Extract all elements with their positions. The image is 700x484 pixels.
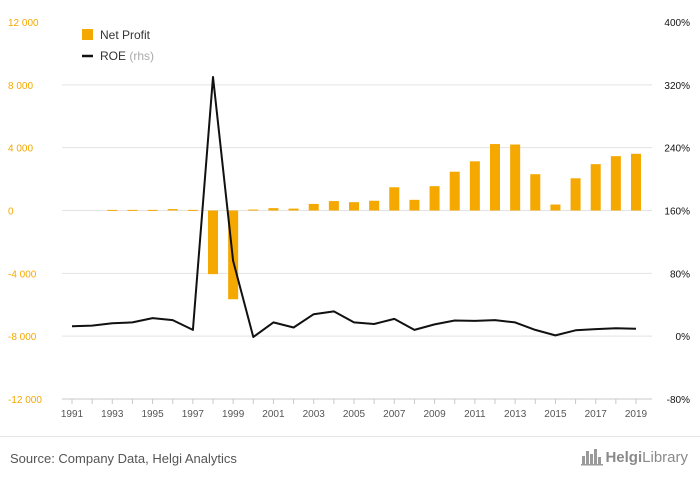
left-axis-tick-label: 4 000 bbox=[8, 144, 33, 155]
x-axis-tick-label: 2009 bbox=[423, 409, 446, 420]
net-profit-bar bbox=[530, 174, 541, 211]
net-profit-bar bbox=[308, 203, 319, 211]
left-axis-tick-label: 0 bbox=[8, 207, 14, 218]
net-profit-bar bbox=[187, 209, 198, 211]
x-axis-tick-label: 2003 bbox=[303, 409, 326, 420]
x-axis-tick-label: 2017 bbox=[585, 409, 608, 420]
roe-line-series bbox=[71, 76, 637, 338]
net-profit-bar bbox=[449, 171, 460, 211]
net-profit-bar bbox=[147, 209, 158, 211]
x-axis-tick-label: 1999 bbox=[222, 409, 245, 420]
footer: Source: Company Data, Helgi Analytics He… bbox=[0, 436, 700, 484]
right-axis-tick-label: -80% bbox=[667, 395, 690, 406]
legend: Net Profit ROE (rhs) bbox=[82, 28, 154, 63]
x-axis-tick-label: 1991 bbox=[61, 409, 84, 420]
x-axis-tick-label: 2015 bbox=[544, 409, 567, 420]
net-profit-bar bbox=[288, 208, 299, 211]
logo-text: HelgiLibrary bbox=[605, 449, 688, 466]
logo-text-a: Helgi bbox=[605, 448, 643, 466]
left-axis-tick-label: -12 000 bbox=[8, 395, 42, 406]
right-axis-tick-label: 0% bbox=[676, 332, 691, 343]
x-axis-tick-label: 2001 bbox=[262, 409, 285, 420]
net-profit-bar bbox=[127, 209, 138, 211]
source-note: Source: Company Data, Helgi Analytics bbox=[10, 451, 237, 466]
x-axis-tick-label: 2007 bbox=[383, 409, 406, 420]
right-axis-tick-label: 400% bbox=[664, 18, 690, 29]
x-axis-tick-label: 2005 bbox=[343, 409, 366, 420]
net-profit-bar bbox=[631, 153, 641, 211]
legend-label-roe-name: ROE bbox=[100, 49, 126, 63]
legend-swatch-net-profit bbox=[82, 29, 93, 40]
x-axis-tick-label: 2019 bbox=[625, 409, 648, 420]
net-profit-bar bbox=[208, 210, 218, 275]
skyline-logo-icon bbox=[581, 449, 604, 466]
net-profit-bar bbox=[469, 161, 480, 211]
x-axis-tick-label: 2011 bbox=[464, 409, 486, 420]
net-profit-bar bbox=[490, 144, 500, 211]
axes: 12 000 400% 8 000 320% 4 000 240% 0 160% -4 000 8… bbox=[8, 18, 690, 420]
legend-label-roe: ROE (rhs) bbox=[100, 49, 154, 63]
right-axis-tick-label: 240% bbox=[664, 144, 690, 155]
x-axis-tick-label: 2013 bbox=[504, 409, 527, 420]
net-profit-bar bbox=[409, 199, 420, 211]
x-axis-tick-label: 1993 bbox=[101, 409, 124, 420]
chart: 12 000 400% 8 000 320% 4 000 240% 0 160% -4 000 8… bbox=[8, 18, 690, 420]
net-profit-bar bbox=[248, 209, 259, 211]
legend-label-roe-suffix: (rhs) bbox=[129, 49, 154, 63]
roe-line bbox=[71, 76, 637, 338]
net-profit-bars bbox=[107, 144, 641, 300]
legend-label-net-profit: Net Profit bbox=[100, 28, 151, 42]
x-axis-tick-label: 1995 bbox=[141, 409, 164, 420]
left-axis-tick-label: -8 000 bbox=[8, 332, 37, 343]
helgi-library-logo: HelgiLibrary bbox=[581, 448, 688, 466]
net-profit-bar bbox=[590, 164, 601, 211]
net-profit-bar bbox=[167, 209, 178, 211]
net-profit-bar bbox=[268, 208, 279, 211]
net-profit-bar bbox=[389, 187, 400, 211]
net-profit-bar bbox=[369, 200, 380, 211]
right-axis-tick-label: 80% bbox=[670, 269, 690, 280]
net-profit-bar bbox=[107, 209, 118, 211]
x-axis-tick-label: 1997 bbox=[182, 409, 205, 420]
left-axis-tick-label: 12 000 bbox=[8, 18, 39, 29]
right-axis-tick-label: 320% bbox=[664, 81, 690, 92]
net-profit-bar bbox=[570, 178, 581, 211]
net-profit-bar bbox=[328, 201, 339, 211]
right-axis-tick-label: 160% bbox=[664, 207, 690, 218]
net-profit-bar bbox=[550, 204, 561, 211]
net-profit-bar bbox=[349, 202, 359, 211]
logo-text-b: Library bbox=[642, 448, 688, 466]
net-profit-bar bbox=[510, 144, 521, 211]
left-axis-tick-label: 8 000 bbox=[8, 81, 33, 92]
left-axis-tick-label: -4 000 bbox=[8, 269, 37, 280]
net-profit-bar bbox=[610, 156, 621, 211]
net-profit-bar bbox=[429, 186, 440, 211]
